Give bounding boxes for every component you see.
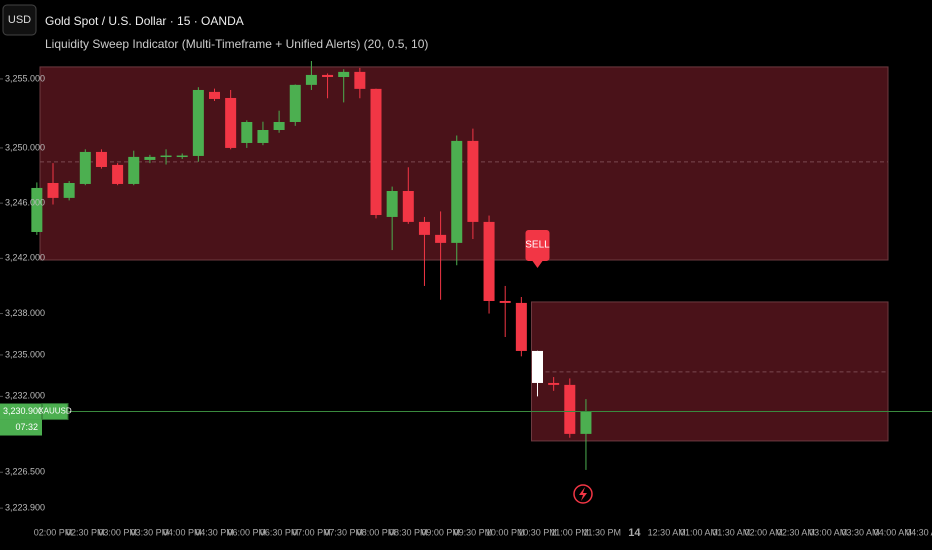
countdown-label: 07:32 xyxy=(15,422,38,432)
candle-body xyxy=(257,130,269,143)
candle-body xyxy=(79,151,91,184)
currency-button[interactable] xyxy=(2,4,37,36)
x-tick-label: 02:30 PM xyxy=(66,527,105,537)
x-tick-label: 07:00 PM xyxy=(292,527,331,537)
candle-body xyxy=(483,221,495,301)
candle-body xyxy=(160,155,172,158)
candle-body xyxy=(225,97,237,148)
x-tick-label: 10:00 PM xyxy=(486,527,525,537)
candle-body xyxy=(564,384,576,434)
candle-body xyxy=(548,382,560,385)
candle-body xyxy=(273,121,285,130)
chart-subtitle: Liquidity Sweep Indicator (Multi-Timefra… xyxy=(45,37,428,51)
y-tick-label: 3,232.000 xyxy=(5,391,45,401)
alert-circle[interactable] xyxy=(573,484,593,504)
candle-body xyxy=(47,182,59,198)
x-tick-label: 02:00 AM xyxy=(745,527,783,537)
x-tick-label: 07:30 PM xyxy=(324,527,363,537)
candle-body xyxy=(451,140,463,243)
candle-body xyxy=(176,155,188,158)
x-tick-label: 09:00 PM xyxy=(421,527,460,537)
candle-body xyxy=(386,190,398,217)
x-tick-label: 08:30 PM xyxy=(389,527,428,537)
candle-body xyxy=(580,411,592,434)
x-tick-label: 08:00 PM xyxy=(357,527,396,537)
y-tick-label: 3,235.000 xyxy=(5,349,45,359)
alert-icon[interactable] xyxy=(573,484,593,504)
x-tick-label: 06:30 PM xyxy=(260,527,299,537)
zones xyxy=(39,66,889,442)
candle-body xyxy=(128,156,140,184)
y-tick-label: 3,226.500 xyxy=(5,467,45,477)
x-tick-label: 09:30 PM xyxy=(454,527,493,537)
candle-body xyxy=(112,164,124,184)
candle-body xyxy=(354,71,366,89)
x-tick-label: 03:00 PM xyxy=(98,527,137,537)
x-tick-label: 01:00 AM xyxy=(680,527,718,537)
y-tick-label: 3,242.000 xyxy=(5,253,45,263)
candle-body xyxy=(338,71,350,78)
candle-body xyxy=(192,89,204,156)
candle-body xyxy=(241,121,253,143)
candles xyxy=(31,60,592,470)
countdown-tag xyxy=(0,419,42,436)
x-tick-label: 04:00 PM xyxy=(163,527,202,537)
candle-body xyxy=(63,182,75,198)
x-tick-label: 04:00 AM xyxy=(874,527,912,537)
x-tick-label: 11:30 PM xyxy=(583,527,621,537)
x-tick-label: 06:00 PM xyxy=(228,527,267,537)
x-tick-label: 12:30 AM xyxy=(648,527,686,537)
signal-label: SELL xyxy=(525,240,550,251)
x-tick-label: 04:30 AM xyxy=(906,527,932,537)
signal-box xyxy=(525,230,550,261)
y-tick-label: 3,250.000 xyxy=(5,142,45,152)
candle-body xyxy=(370,88,382,216)
x-tick-label: 11:00 PM xyxy=(551,527,589,537)
symbol-label: XAUUSD xyxy=(38,407,72,416)
x-tick-label: 03:30 AM xyxy=(841,527,879,537)
signal-pointer xyxy=(532,261,543,268)
alert-bolt[interactable] xyxy=(579,487,587,501)
symbol-tag xyxy=(41,403,69,421)
x-tick-label: 03:30 PM xyxy=(131,527,170,537)
x-tick-label: 02:30 AM xyxy=(777,527,815,537)
x-tick-label: 10:30 PM xyxy=(518,527,557,537)
x-tick-label: 02:00 PM xyxy=(34,527,73,537)
x-tick-label: 14 xyxy=(628,527,641,539)
x-tick-label: 01:30 AM xyxy=(712,527,750,537)
candle-body xyxy=(31,187,43,232)
chart-title: Gold Spot / U.S. Dollar · 15 · OANDA xyxy=(45,14,244,28)
x-tick-label: 03:00 AM xyxy=(809,527,847,537)
candle-body xyxy=(322,74,334,78)
candle-body xyxy=(305,74,317,85)
y-tick-label: 3,223.900 xyxy=(5,503,45,513)
candle-body xyxy=(467,140,479,222)
candle-body xyxy=(209,91,220,99)
candle-body xyxy=(499,300,511,303)
x-tick-label: 04:30 PM xyxy=(195,527,234,537)
overlay: 3,255.000 3,250.000 3,246.000 3,242.000 3,23… xyxy=(0,73,932,539)
candle-body xyxy=(435,234,447,243)
last-price-label: 3,230.900 xyxy=(3,406,43,416)
candle-body xyxy=(144,156,156,160)
candle-body xyxy=(95,151,107,167)
candle-body xyxy=(532,350,543,383)
candle-body xyxy=(289,84,301,122)
y-tick-label: 3,238.000 xyxy=(5,308,45,318)
y-tick-label: 3,246.000 xyxy=(5,198,45,208)
candle-body xyxy=(418,221,430,235)
candle-body xyxy=(402,190,414,222)
last-price-tag xyxy=(0,403,42,420)
candle-body xyxy=(515,302,527,351)
liquidity-zone xyxy=(39,66,889,261)
currency[interactable]: USD xyxy=(8,14,31,26)
y-tick-label: 3,255.000 xyxy=(5,73,45,83)
